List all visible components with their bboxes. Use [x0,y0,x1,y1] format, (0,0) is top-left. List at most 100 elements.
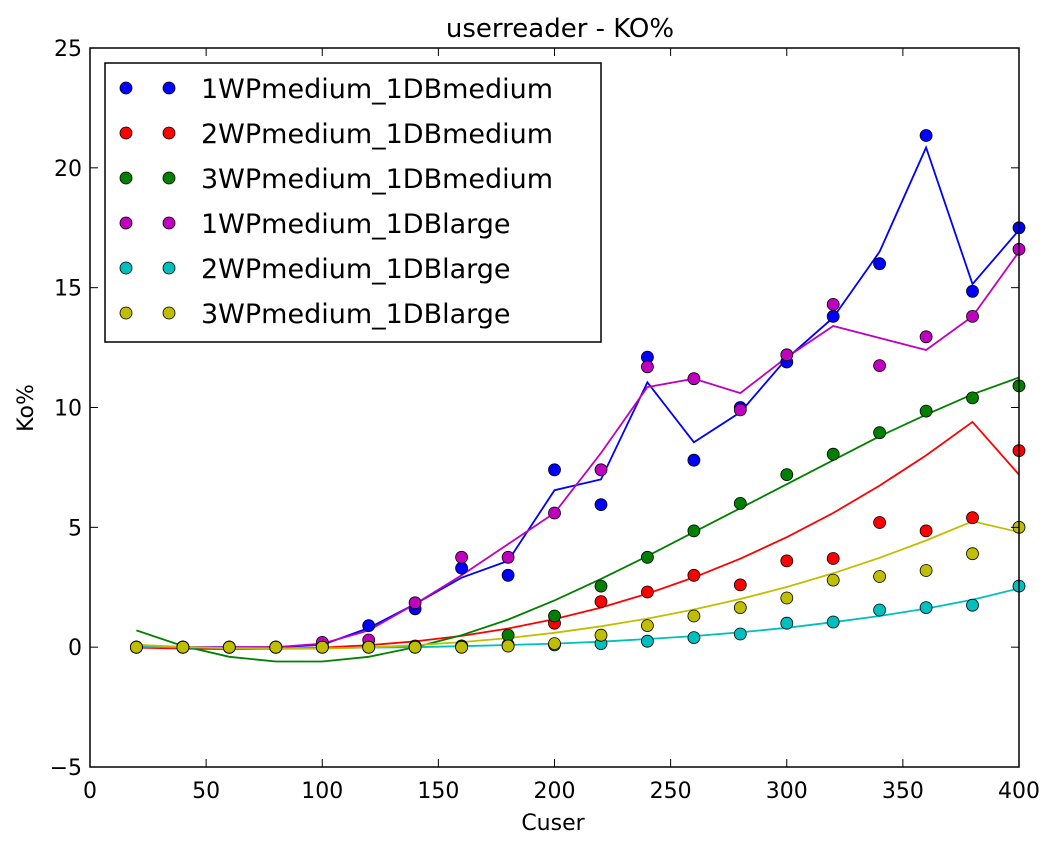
data-point-1WPmedium_1DBlarge [826,297,840,311]
legend: 1WPmedium_1DBmedium 2WPmedium_1DBmedium 3W… [104,62,602,343]
legend-label: 2WPmedium_1DBmedium [201,119,553,150]
data-point-1WPmedium_1DBlarge [873,359,886,373]
data-point-3WPmedium_1DBmedium [966,391,979,405]
data-point-1WPmedium_1DBmedium [594,498,608,512]
data-point-1WPmedium_1DBmedium [873,257,886,271]
data-point-2WPmedium_1DBmedium [919,524,933,538]
y-tick-label: 20 [54,157,82,182]
data-point-3WPmedium_1DBmedium [733,496,747,510]
data-point-3WPmedium_1DBmedium [873,426,886,440]
data-point-3WPmedium_1DBlarge [176,640,190,654]
data-point-2WPmedium_1DBmedium [873,516,886,529]
fit-line-1WPmedium_1DBlarge [136,251,1019,649]
data-point-3WPmedium_1DBlarge [873,570,886,583]
data-point-3WPmedium_1DBlarge [129,640,143,654]
legend-label: 2WPmedium_1DBlarge [201,254,511,285]
data-point-1WPmedium_1DBlarge [594,463,608,477]
data-point-3WPmedium_1DBmedium [548,609,561,623]
data-point-3WPmedium_1DBlarge [733,601,747,614]
data-point-3WPmedium_1DBlarge [919,564,933,577]
y-tick-label: 25 [54,37,82,62]
data-point-2WPmedium_1DBmedium [966,511,979,525]
data-point-3WPmedium_1DBlarge [455,640,469,654]
data-point-3WPmedium_1DBmedium [826,447,840,461]
x-tick-label: 300 [766,779,808,804]
legend-marker [119,306,133,320]
y-axis-label: Ko% [14,384,39,432]
data-point-3WPmedium_1DBlarge [548,637,561,650]
legend-marker [162,81,176,95]
data-point-2WPmedium_1DBmedium [594,595,608,608]
data-point-3WPmedium_1DBlarge [780,591,794,605]
data-point-2WPmedium_1DBmedium [733,578,747,592]
legend-marker [119,171,133,185]
data-point-1WPmedium_1DBlarge [919,330,933,344]
fit-line-3WPmedium_1DBlarge [136,520,1019,650]
data-point-1WPmedium_1DBlarge [548,506,561,520]
data-point-1WPmedium_1DBmedium [362,619,376,632]
data-point-3WPmedium_1DBmedium [687,524,701,538]
data-point-1WPmedium_1DBlarge [780,348,794,362]
data-point-3WPmedium_1DBmedium [594,579,608,593]
legend-marker [162,306,176,320]
data-point-3WPmedium_1DBlarge [594,628,608,642]
data-point-2WPmedium_1DBmedium [641,585,654,599]
markers [129,129,1026,654]
data-point-3WPmedium_1DBlarge [408,640,422,654]
legend-box [104,62,602,343]
y-tick-label: −5 [50,756,82,781]
legend-marker [119,261,133,275]
legend-marker [162,171,176,185]
data-point-2WPmedium_1DBlarge [873,603,886,617]
legend-label: 1WPmedium_1DBlarge [201,209,511,240]
x-tick-label: 350 [882,779,924,804]
data-point-3WPmedium_1DBmedium [919,404,933,418]
data-point-1WPmedium_1DBlarge [455,550,469,564]
data-point-3WPmedium_1DBmedium [780,468,794,482]
data-point-3WPmedium_1DBlarge [687,609,701,623]
legend-marker [119,81,133,95]
legend-marker [162,216,176,230]
fit-lines [136,145,1019,663]
data-point-3WPmedium_1DBlarge [269,640,283,654]
data-point-2WPmedium_1DBlarge [641,634,654,648]
data-point-1WPmedium_1DBmedium [548,463,561,477]
data-point-3WPmedium_1DBlarge [966,547,979,561]
data-point-3WPmedium_1DBmedium [501,628,515,642]
data-point-2WPmedium_1DBlarge [966,598,979,612]
legend-marker [162,261,176,275]
data-point-2WPmedium_1DBlarge [826,615,840,629]
data-point-2WPmedium_1DBmedium [780,554,794,568]
data-point-1WPmedium_1DBlarge [408,596,422,610]
data-point-2WPmedium_1DBlarge [780,616,794,630]
data-point-2WPmedium_1DBlarge [733,627,747,641]
data-point-2WPmedium_1DBlarge [687,631,701,644]
data-point-3WPmedium_1DBlarge [362,640,376,654]
data-point-1WPmedium_1DBmedium [501,568,515,582]
legend-label: 3WPmedium_1DBmedium [201,164,553,195]
data-point-1WPmedium_1DBmedium [826,309,840,323]
data-point-1WPmedium_1DBmedium [455,561,469,575]
data-point-1WPmedium_1DBmedium [919,129,933,142]
data-point-1WPmedium_1DBlarge [687,372,701,386]
data-point-2WPmedium_1DBmedium [826,552,840,565]
fit-line-3WPmedium_1DBmedium [136,376,1019,663]
chart-title: userreader - KO% [446,14,674,44]
plot-area [129,129,1026,663]
data-point-2WPmedium_1DBlarge [919,601,933,614]
y-tick-label: 5 [68,516,82,541]
data-point-1WPmedium_1DBlarge [501,550,515,564]
y-tick-label: 10 [54,397,82,422]
data-point-3WPmedium_1DBlarge [222,640,236,654]
x-tick-label: 0 [83,779,97,804]
data-point-1WPmedium_1DBlarge [733,403,747,417]
y-tick-label: 15 [54,277,82,302]
data-point-3WPmedium_1DBlarge [501,639,515,653]
x-tick-label: 200 [534,779,576,804]
data-point-1WPmedium_1DBmedium [687,453,701,467]
data-point-3WPmedium_1DBmedium [641,550,654,564]
legend-marker [162,126,176,140]
x-axis-label: Cuser [521,811,585,836]
